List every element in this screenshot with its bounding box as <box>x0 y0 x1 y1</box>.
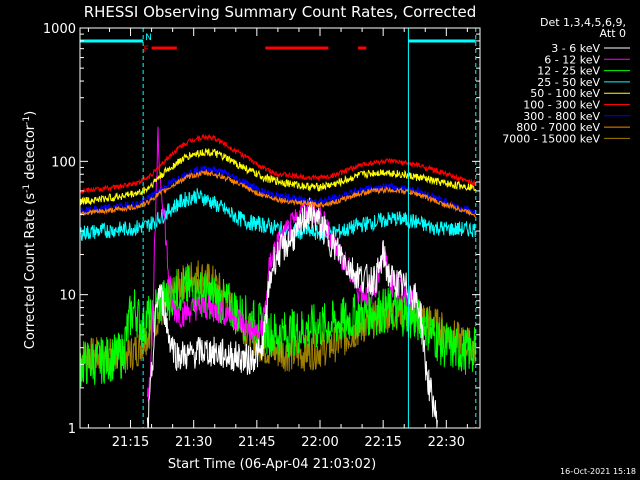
x-axis-label: Start Time (06-Apr-04 21:03:02) <box>168 457 376 472</box>
y-tick-label-1: 1 <box>68 422 76 437</box>
legend-entry-9: 7000 - 15000 keV <box>502 132 600 145</box>
flag-bar-F-2 <box>265 46 329 50</box>
flag-label-F: F <box>144 45 149 55</box>
legend-entry-3: 12 - 25 keV <box>537 65 600 78</box>
series-line-8 <box>79 168 476 217</box>
series-line-4 <box>79 188 477 241</box>
legend-entry-1: 3 - 6 keV <box>551 42 600 55</box>
x-tick-label-2: 21:30 <box>175 435 212 450</box>
x-tick-label-6: 22:30 <box>428 435 465 450</box>
x-tick-label-4: 22:00 <box>301 435 338 450</box>
series-line-7 <box>79 165 477 216</box>
legend-entry-8: 800 - 7000 keV <box>516 121 600 134</box>
generated-timestamp: 16-Oct-2021 15:18 <box>560 467 636 476</box>
y-tick-label-4: 1000 <box>43 22 76 37</box>
y-tick-label-2: 10 <box>59 289 76 304</box>
flag-bar-F-3 <box>357 46 367 50</box>
series-line-6 <box>79 133 477 194</box>
legend-entry-4: 25 - 50 keV <box>537 76 600 89</box>
legend-entry-2: 6 - 12 keV <box>544 53 600 66</box>
y-axis-label: Corrected Count Rate (s-1 detector-1) <box>22 111 38 349</box>
flag-label-N: N <box>145 33 152 43</box>
flag-bar-N-2 <box>408 39 476 43</box>
x-tick-label-3: 21:45 <box>238 435 275 450</box>
plot-area: NF <box>79 28 477 429</box>
series-line-1 <box>146 197 438 429</box>
series-line-5 <box>79 148 477 206</box>
axes: 21:15 21:30 21:45 22:00 22:15 22:30 1 10 100 1000 <box>43 22 481 450</box>
plot-frame <box>79 27 481 429</box>
legend-header-1: Det 1,3,4,5,6,9, <box>540 16 626 29</box>
x-tick-label-5: 22:15 <box>364 435 401 450</box>
legend-entry-5: 50 - 100 keV <box>530 87 600 100</box>
legend-entry-6: 100 - 300 keV <box>523 99 600 112</box>
y-tick-label-3: 100 <box>51 155 76 170</box>
x-tick-label-1: 21:15 <box>112 435 149 450</box>
legend-entry-7: 300 - 800 keV <box>523 110 600 123</box>
chart-title: RHESSI Observing Summary Count Rates, Co… <box>84 3 477 21</box>
flag-bar-N-1 <box>80 39 144 43</box>
flag-bar-F-1 <box>151 46 177 50</box>
legend-header-2: Att 0 <box>600 27 626 40</box>
